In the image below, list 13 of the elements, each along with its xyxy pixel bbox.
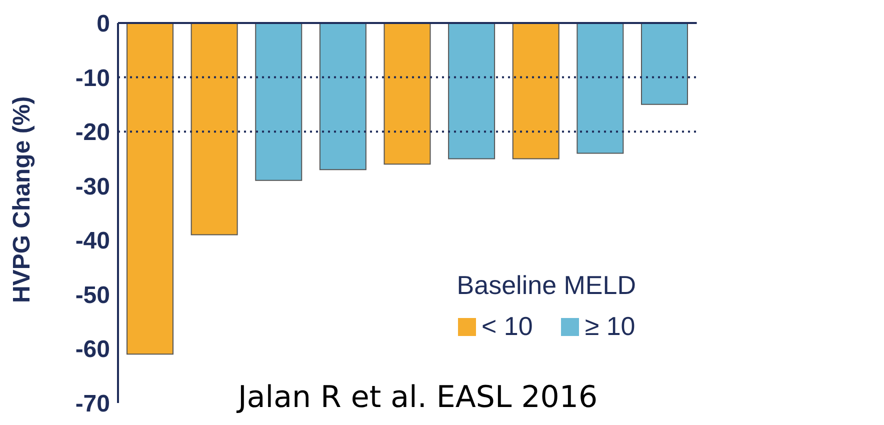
- y-tick-label: -70: [75, 390, 110, 418]
- annotation: Jalan R et al. EASL 2016: [238, 380, 598, 415]
- legend-label: < 10: [480, 311, 533, 342]
- legend-title: Baseline MELD: [456, 270, 636, 301]
- y-tick-label: -10: [75, 64, 110, 92]
- y-tick-label: 0: [96, 10, 110, 38]
- y-tick-label: -60: [75, 336, 110, 364]
- y-tick-label: -40: [75, 228, 110, 255]
- y-tick-label: -30: [75, 173, 110, 200]
- legend-label: ≥ 10: [584, 311, 636, 342]
- y-tick-label: -50: [75, 282, 110, 309]
- y-axis-title: HVPG Change (%): [8, 96, 36, 303]
- y-tick-label: -20: [75, 119, 110, 146]
